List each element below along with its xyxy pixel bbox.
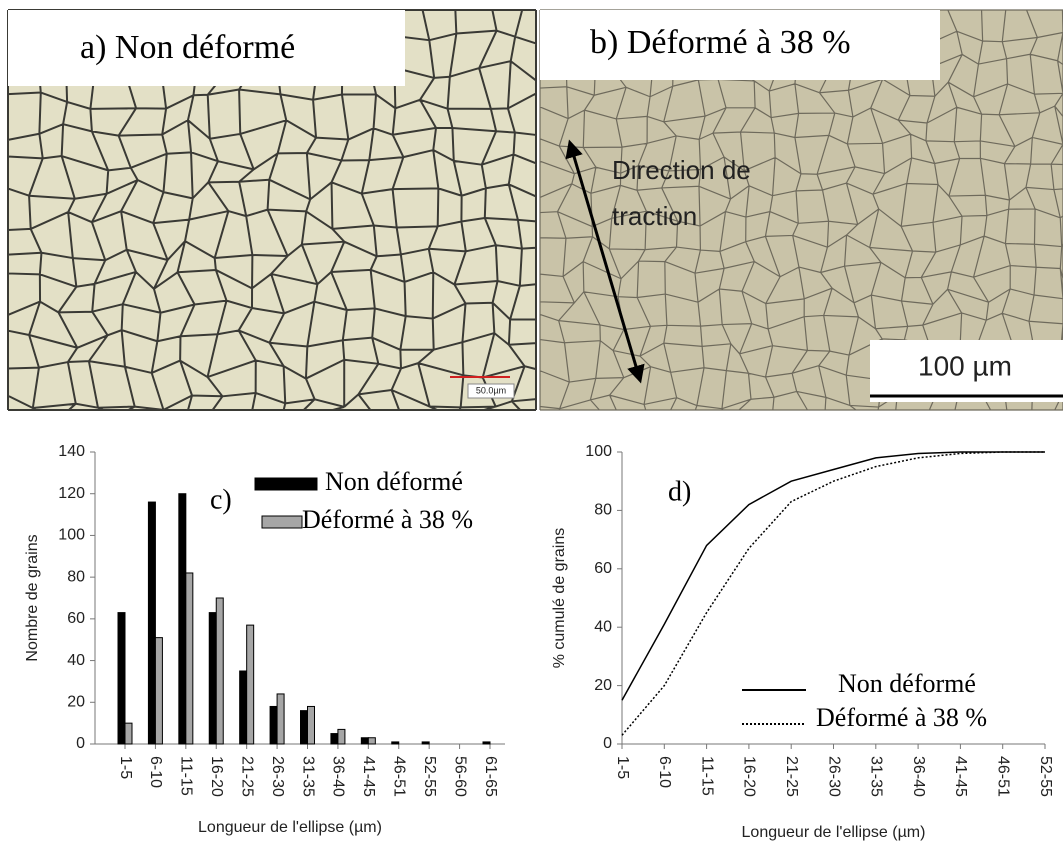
x-tick-label: 46-51 [994,756,1011,797]
x-tick-label: 41-45 [360,756,377,797]
x-tick-label: 36-40 [910,756,927,797]
bar [215,597,224,745]
annotation: Direction de [612,155,751,185]
x-tick-label: 11-15 [178,756,195,796]
x-tick-label: 56-60 [451,756,468,797]
x-tick-label: 61-65 [482,756,499,797]
y-tick-label: 20 [594,677,612,694]
x-tick-label: 21-25 [238,756,255,797]
x-tick-label: 26-30 [825,756,842,797]
x-tick-label: 52-55 [421,756,438,797]
x-tick-label: 21-25 [783,756,800,797]
scale-label: 50.0µm [476,385,506,395]
y-tick-label: 140 [58,443,85,460]
y-tick-label: 40 [67,652,85,669]
x-tick-label: 31-35 [299,756,316,797]
x-tick-label: 31-35 [868,756,885,797]
x-tick-label: 1-5 [614,756,631,779]
y-tick-label: 120 [58,485,85,502]
bar [117,612,126,745]
bar [269,705,278,745]
annotation: traction [612,201,697,231]
x-tick-label: 1-5 [117,756,134,779]
bar [208,612,217,745]
x-tick-label: 41-45 [952,756,969,797]
bar [421,741,430,745]
x-axis-label: Longueur de l'ellipse (µm) [742,824,926,841]
legend-label: Déformé à 38 % [816,703,987,732]
y-tick-label: 80 [67,568,85,585]
bar [367,737,376,745]
x-tick-label: 26-30 [269,756,286,797]
y-tick-label: 60 [594,560,612,577]
panel-label: b) Déformé à 38 % [590,24,851,61]
legend-swatch [261,515,303,529]
bar [178,493,187,745]
bar [391,741,400,745]
y-tick-label: 100 [58,527,85,544]
scale-box [870,340,1063,402]
x-axis-label: Longueur de l'ellipse (µm) [198,819,382,836]
y-tick-label: 40 [594,618,612,635]
y-tick-label: 100 [585,443,612,460]
x-tick-label: 16-20 [208,756,225,797]
bar [337,728,346,745]
x-tick-label: 52-55 [1037,756,1054,797]
bar [307,705,315,745]
bar [482,741,491,745]
bar [330,733,339,745]
label-box [540,10,940,80]
bar [276,693,285,745]
arrow [565,139,645,384]
bar [185,572,194,745]
y-tick-label: 20 [67,694,85,711]
x-tick-label: 16-20 [741,756,758,797]
x-tick-label: 6-10 [147,756,164,788]
scale-label: 100 µm [918,350,1012,381]
bar [154,637,163,745]
x-tick-label: 6-10 [656,756,673,788]
y-tick-label: 60 [67,610,85,627]
y-axis-label: % cumulé de grains [551,528,568,669]
x-tick-label: 46-51 [391,756,408,797]
bar [300,710,308,745]
legend-label: Non déformé [325,467,463,496]
y-axis-label: Nombre de grains [24,534,41,661]
legend-label: Déformé à 38 % [302,505,473,534]
line [621,451,1045,736]
bar [360,737,369,745]
legend-label: Non déformé [838,669,976,698]
bar [246,624,255,745]
x-tick-label: 11-15 [698,756,715,796]
bar [147,501,156,745]
bar [239,670,248,745]
panel-label: a) Non déformé [80,29,295,66]
y-tick-label: 0 [76,735,85,752]
annotation: c) [210,484,232,515]
legend-swatch [254,477,318,491]
label-box [8,10,405,86]
y-tick-label: 0 [603,735,612,752]
annotation: d) [668,476,691,507]
bar [124,722,133,745]
line [621,451,1045,701]
scale-box [467,383,515,399]
x-tick-label: 36-40 [330,756,347,797]
y-tick-label: 80 [594,502,612,519]
